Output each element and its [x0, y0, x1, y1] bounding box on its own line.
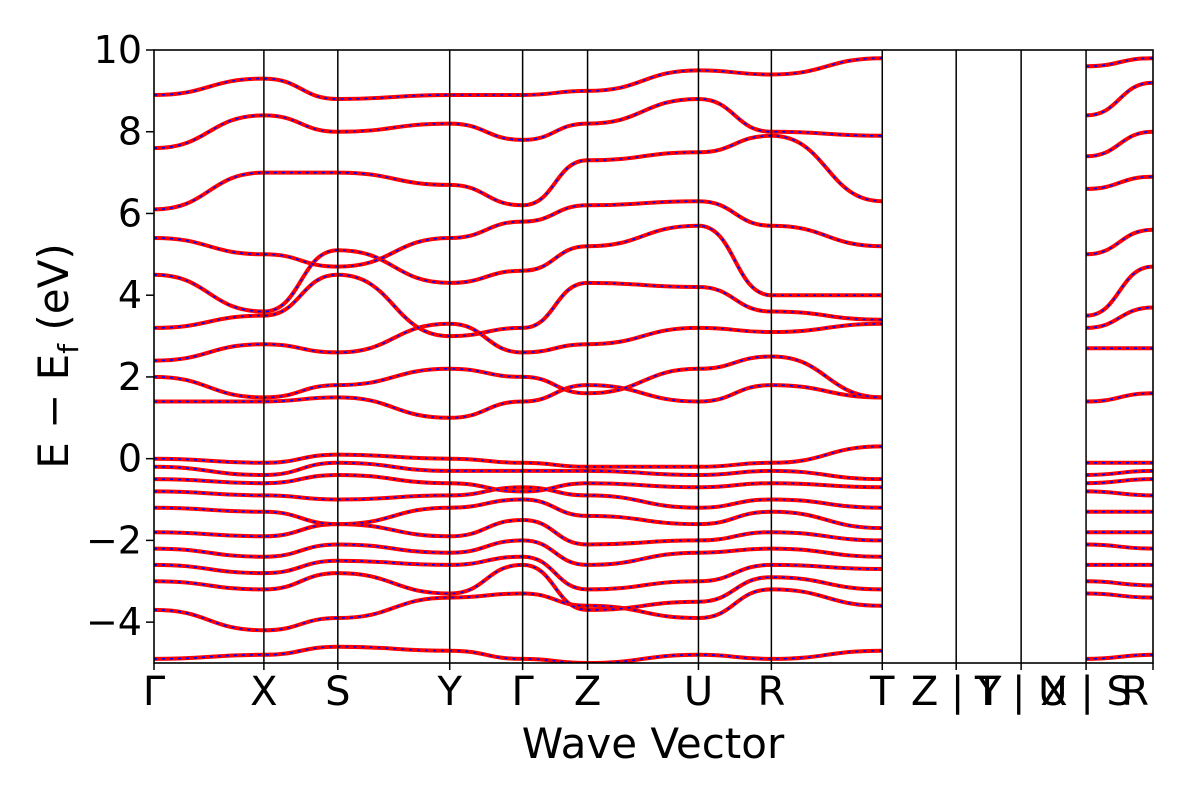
y-axis-label-unit: (eV) — [29, 243, 78, 344]
y-ticks-layer: −4 −2 0 2 4 6 8 10 — [86, 28, 154, 644]
kpoint-label-10: T | U — [974, 669, 1068, 715]
band-2-series-primary — [154, 562, 1153, 612]
band-5-series-overlay — [154, 519, 1153, 546]
y-tick-label-4: 4 — [118, 273, 142, 317]
kpoint-label-4: Γ — [511, 669, 534, 715]
band-5-series-primary — [154, 517, 1153, 547]
band-12-series-overlay — [154, 347, 1153, 399]
x-axis-label: Wave Vector — [522, 719, 785, 768]
band-14-series-overlay — [154, 265, 1153, 337]
kpoint-label-11: X | S — [1040, 669, 1132, 715]
kpoint-label-9: Z | Y — [911, 669, 1002, 715]
band-13-series-overlay — [154, 306, 1153, 362]
band-19-series-primary — [154, 56, 1153, 102]
band-16-series-primary — [154, 174, 1153, 269]
y-tick-label-3: 2 — [118, 355, 142, 399]
y-tick-label-2: 0 — [118, 437, 142, 481]
y-axis-label: E − Ef (eV) — [29, 243, 85, 469]
band-17-series-primary — [154, 129, 1153, 212]
kpoint-label-6: U — [684, 669, 713, 715]
y-tick-label-6: 8 — [118, 110, 142, 154]
band-3-series-overlay — [154, 555, 1153, 591]
band-8-series-primary — [154, 472, 1153, 494]
kpoint-label-2: S — [325, 669, 350, 715]
band-19-series-overlay — [154, 57, 1153, 100]
kpoint-lines-layer — [263, 50, 1087, 663]
y-tick-label-0: −4 — [86, 600, 142, 644]
band-0-series-primary — [154, 644, 1153, 663]
band-4-series-overlay — [154, 539, 1153, 566]
band-2-series-overlay — [154, 564, 1153, 611]
y-tick-label-1: −2 — [86, 518, 142, 562]
band-7-series-primary — [154, 485, 1153, 510]
band-15-series-primary — [154, 223, 1153, 314]
y-axis-label-main: E − E — [29, 354, 78, 469]
band-16-series-overlay — [154, 175, 1153, 268]
band-6-series-overlay — [154, 498, 1153, 529]
plot-frame — [153, 49, 1154, 664]
kpoint-label-3: Y — [436, 669, 462, 715]
bands-layer — [154, 56, 1153, 663]
band-15-series-overlay — [154, 224, 1153, 313]
y-tick-label-5: 6 — [118, 191, 142, 235]
kpoint-label-7: R — [757, 669, 785, 715]
band-1-series-primary — [154, 587, 1153, 633]
band-10-series-primary — [154, 444, 1153, 469]
kpoint-label-1: X — [250, 669, 277, 715]
kpoint-label-0: Γ — [143, 669, 166, 715]
band-18-series-overlay — [154, 81, 1153, 149]
band-11-series-overlay — [154, 384, 1153, 419]
kpoint-label-8: T — [869, 669, 895, 715]
band-17-series-overlay — [154, 130, 1153, 211]
band-4-series-primary — [154, 538, 1153, 567]
y-axis-label-subscript: f — [52, 343, 85, 354]
band-1-series-overlay — [154, 588, 1153, 632]
band-13-series-primary — [154, 305, 1153, 363]
kpoint-label-5: Z — [574, 669, 601, 715]
kpoint-label-12: R — [1121, 669, 1149, 715]
y-tick-label-7: 10 — [94, 28, 142, 72]
